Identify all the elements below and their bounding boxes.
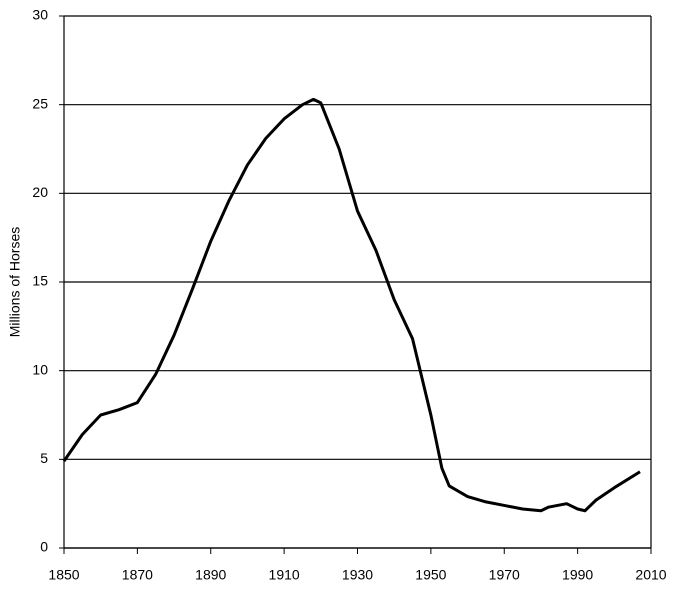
- y-tick-label: 20: [32, 184, 48, 200]
- x-tick-label: 1850: [48, 567, 79, 583]
- x-tick-label: 1990: [562, 567, 593, 583]
- y-tick-label: 15: [32, 273, 48, 289]
- x-tick-label: 1910: [269, 567, 300, 583]
- y-axis-label: Millions of Horses: [7, 227, 23, 337]
- y-tick-label: 0: [40, 539, 48, 555]
- data-line: [62, 97, 641, 513]
- x-tick-label: 1870: [122, 567, 153, 583]
- x-tick-label: 1970: [489, 567, 520, 583]
- y-tick-label: 5: [40, 450, 48, 466]
- y-tick-label: 10: [32, 361, 48, 377]
- y-tick-label: 25: [32, 95, 48, 111]
- x-tick-label: 1930: [342, 567, 373, 583]
- x-tick-label: 1890: [195, 567, 226, 583]
- y-tick-label: 30: [32, 7, 48, 23]
- x-tick-label: 2010: [635, 567, 666, 583]
- x-tick-label: 1950: [415, 567, 446, 583]
